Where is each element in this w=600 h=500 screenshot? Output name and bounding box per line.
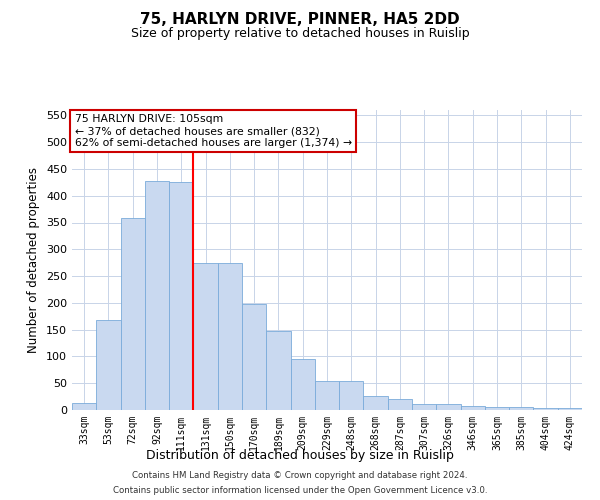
Bar xyxy=(558,408,582,410)
Bar xyxy=(461,406,485,410)
Bar xyxy=(436,404,461,410)
Bar xyxy=(315,380,339,410)
Bar xyxy=(533,408,558,410)
Bar xyxy=(145,181,169,410)
Bar xyxy=(388,400,412,410)
Bar xyxy=(290,358,315,410)
Bar xyxy=(364,396,388,410)
Bar xyxy=(339,380,364,410)
Bar xyxy=(412,404,436,410)
Bar xyxy=(485,408,509,410)
Text: Contains public sector information licensed under the Open Government Licence v3: Contains public sector information licen… xyxy=(113,486,487,495)
Bar xyxy=(72,403,96,410)
Bar xyxy=(169,182,193,410)
Text: Contains HM Land Registry data © Crown copyright and database right 2024.: Contains HM Land Registry data © Crown c… xyxy=(132,471,468,480)
Bar xyxy=(121,218,145,410)
Text: 75 HARLYN DRIVE: 105sqm
← 37% of detached houses are smaller (832)
62% of semi-d: 75 HARLYN DRIVE: 105sqm ← 37% of detache… xyxy=(74,114,352,148)
Bar xyxy=(193,262,218,410)
Bar xyxy=(242,304,266,410)
Bar xyxy=(96,320,121,410)
Bar xyxy=(266,330,290,410)
Bar xyxy=(509,408,533,410)
Y-axis label: Number of detached properties: Number of detached properties xyxy=(28,167,40,353)
Text: Distribution of detached houses by size in Ruislip: Distribution of detached houses by size … xyxy=(146,448,454,462)
Text: 75, HARLYN DRIVE, PINNER, HA5 2DD: 75, HARLYN DRIVE, PINNER, HA5 2DD xyxy=(140,12,460,28)
Text: Size of property relative to detached houses in Ruislip: Size of property relative to detached ho… xyxy=(131,28,469,40)
Bar xyxy=(218,262,242,410)
